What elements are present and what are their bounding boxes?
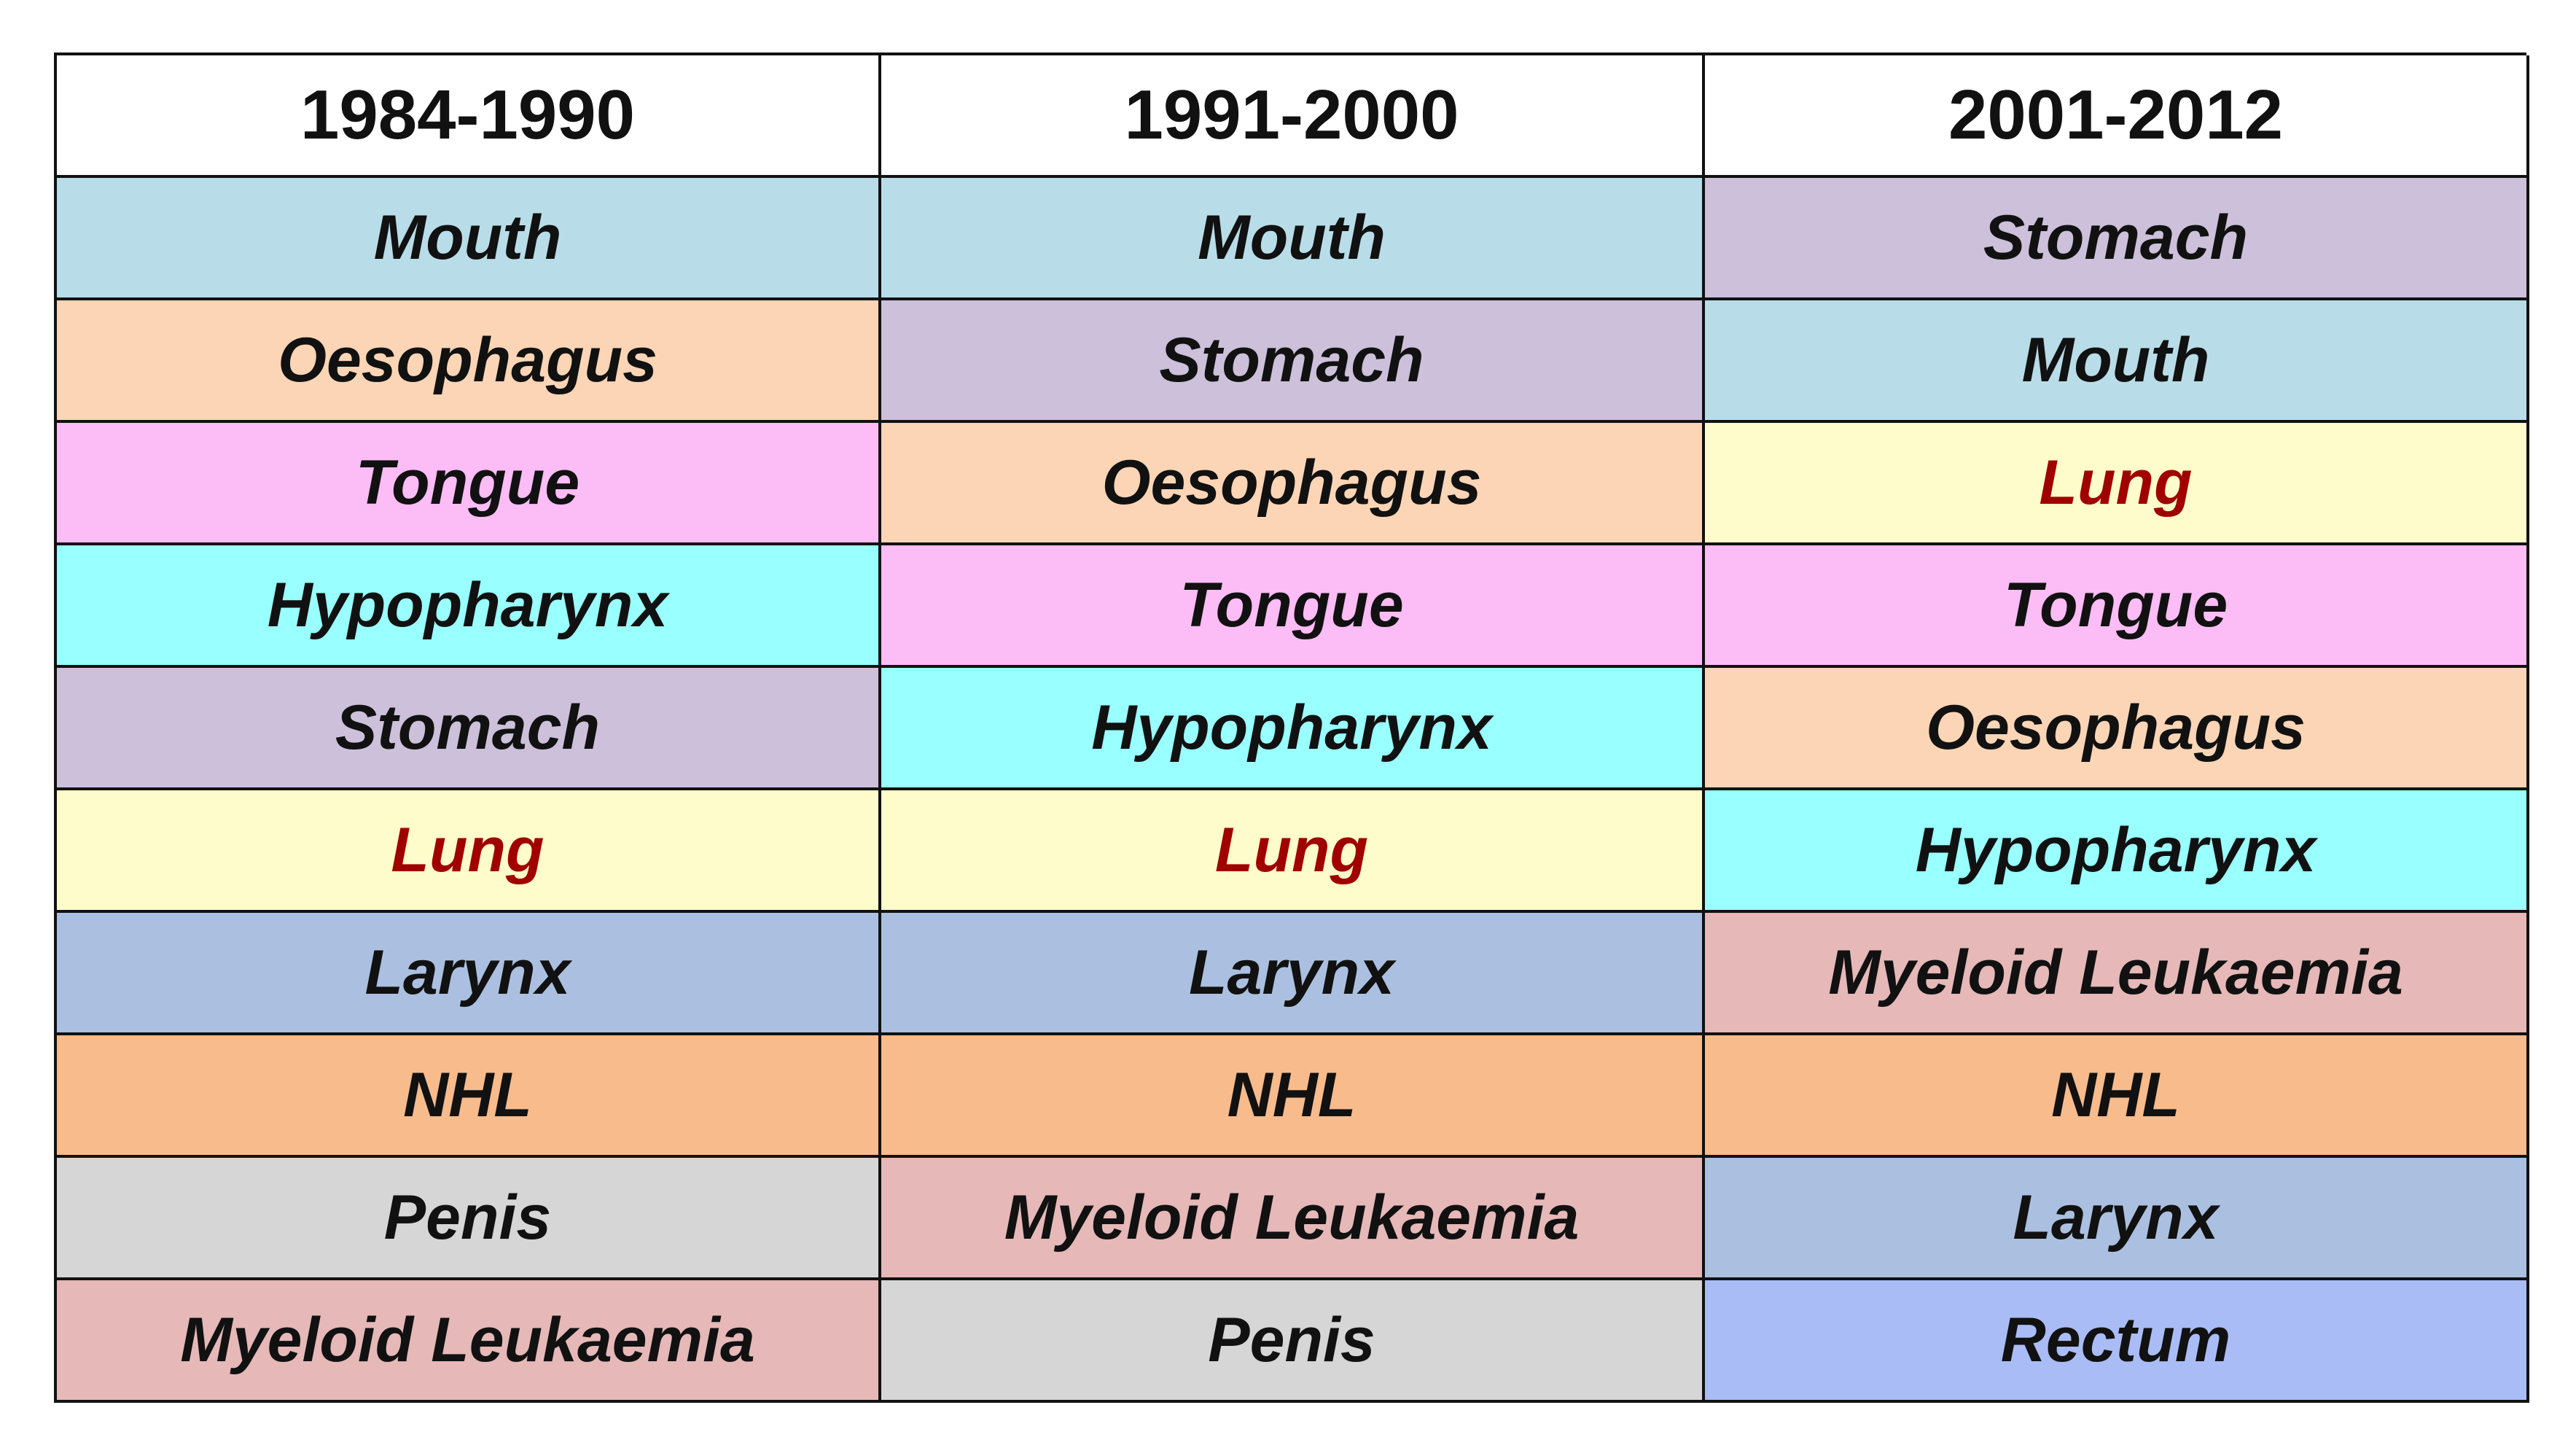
table-cell: Myeloid Leukaemia <box>57 1280 881 1403</box>
table-cell: Mouth <box>57 178 881 300</box>
table-cell: Oesophagus <box>1705 668 2529 790</box>
table-cell: Hypopharynx <box>1705 790 2529 913</box>
table-cell: Hypopharynx <box>881 668 1705 790</box>
table-cell: NHL <box>57 1035 881 1158</box>
table-cell: Penis <box>57 1158 881 1280</box>
column-header-1991-2000: 1991-2000 <box>881 55 1705 178</box>
table-cell: Lung <box>57 790 881 913</box>
table-cell: Mouth <box>881 178 1705 300</box>
table-cell: NHL <box>1705 1035 2529 1158</box>
table-cell: Myeloid Leukaemia <box>1705 913 2529 1035</box>
table-cell: Larynx <box>881 913 1705 1035</box>
table-cell: Stomach <box>881 300 1705 423</box>
column-header-2001-2012: 2001-2012 <box>1705 55 2529 178</box>
column-header-1984-1990: 1984-1990 <box>57 55 881 178</box>
table-cell: Penis <box>881 1280 1705 1403</box>
table-cell: Larynx <box>57 913 881 1035</box>
table-cell: Larynx <box>1705 1158 2529 1280</box>
table-cell: NHL <box>881 1035 1705 1158</box>
table-cell: Stomach <box>1705 178 2529 300</box>
table-cell: Lung <box>1705 423 2529 545</box>
table-cell: Rectum <box>1705 1280 2529 1403</box>
table-cell: Lung <box>881 790 1705 913</box>
table-cell: Myeloid Leukaemia <box>881 1158 1705 1280</box>
cancer-ranking-table: 1984-1990 1991-2000 2001-2012 Mouth Mout… <box>54 52 2529 1403</box>
table-cell: Oesophagus <box>57 300 881 423</box>
table-cell: Tongue <box>1705 545 2529 668</box>
table-cell: Tongue <box>57 423 881 545</box>
table-cell: Mouth <box>1705 300 2529 423</box>
table-cell: Tongue <box>881 545 1705 668</box>
table-cell: Hypopharynx <box>57 545 881 668</box>
table-cell: Stomach <box>57 668 881 790</box>
table-cell: Oesophagus <box>881 423 1705 545</box>
